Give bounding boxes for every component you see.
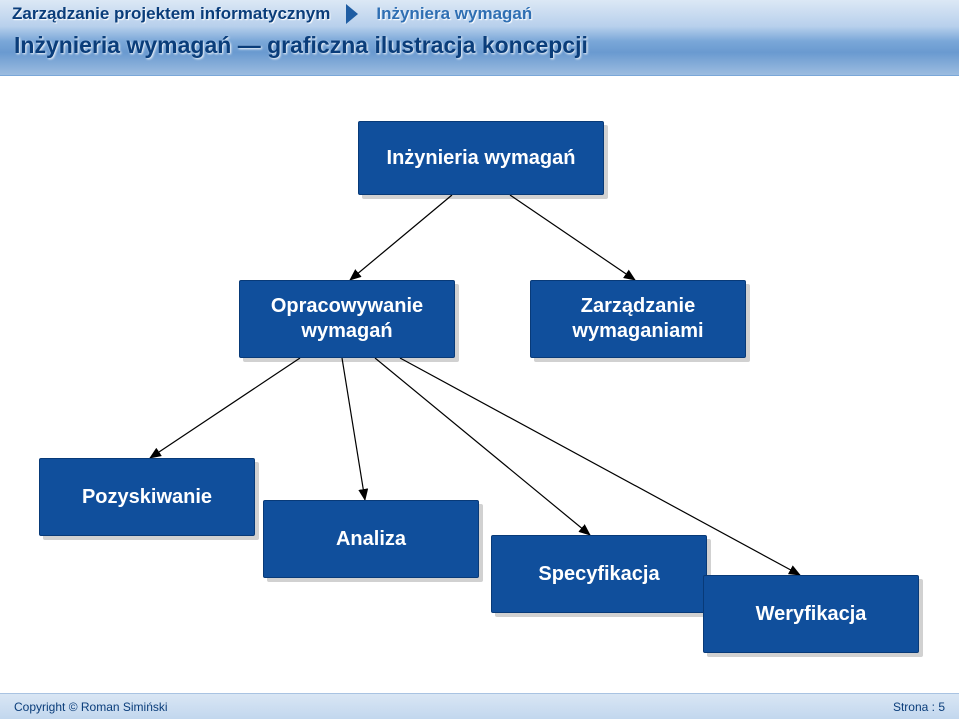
diagram-node-label: Inżynieria wymagań — [387, 146, 576, 171]
footer-page-label: Strona : 5 — [893, 700, 945, 714]
diagram-node-mgmt: Zarządzaniewymaganiami — [530, 280, 746, 358]
diagram-node-label: Pozyskiwanie — [82, 485, 212, 510]
breadcrumb: Zarządzanie projektem informatycznym Inż… — [0, 0, 959, 26]
diagram-edge — [150, 358, 300, 458]
diagram-node-label: Analiza — [336, 527, 406, 552]
diagram-node-label: Specyfikacja — [538, 562, 659, 587]
diagram-edge — [510, 195, 635, 280]
diagram-node-label: Weryfikacja — [756, 602, 867, 627]
breadcrumb-main: Zarządzanie projektem informatycznym — [12, 4, 330, 24]
diagram-canvas: Inżynieria wymagań Opracowywaniewymagań Za… — [0, 76, 959, 692]
breadcrumb-arrow-icon — [346, 4, 360, 24]
diagram-node-verif: Weryfikacja — [703, 575, 919, 653]
diagram-node-label: wymaganiami — [572, 319, 703, 344]
diagram-node-anal: Analiza — [263, 500, 479, 578]
footer-copyright: Copyright © Roman Simiński — [14, 700, 168, 714]
slide-footer: Copyright © Roman Simiński Strona : 5 — [0, 693, 959, 719]
diagram-node-label: Opracowywanie — [271, 294, 423, 319]
diagram-edge — [342, 358, 365, 500]
diagram-node-label: Zarządzanie — [581, 294, 695, 319]
diagram-edge — [350, 195, 452, 280]
diagram-node-dev: Opracowywaniewymagań — [239, 280, 455, 358]
diagram-node-root: Inżynieria wymagań — [358, 121, 604, 195]
diagram-node-spec: Specyfikacja — [491, 535, 707, 613]
diagram-node-acq: Pozyskiwanie — [39, 458, 255, 536]
slide-header: Zarządzanie projektem informatycznym Inż… — [0, 0, 959, 76]
diagram-node-label: wymagań — [301, 319, 392, 344]
page-title: Inżynieria wymagań — graficzna ilustracj… — [0, 26, 959, 59]
breadcrumb-sub: Inżyniera wymagań — [376, 4, 532, 24]
